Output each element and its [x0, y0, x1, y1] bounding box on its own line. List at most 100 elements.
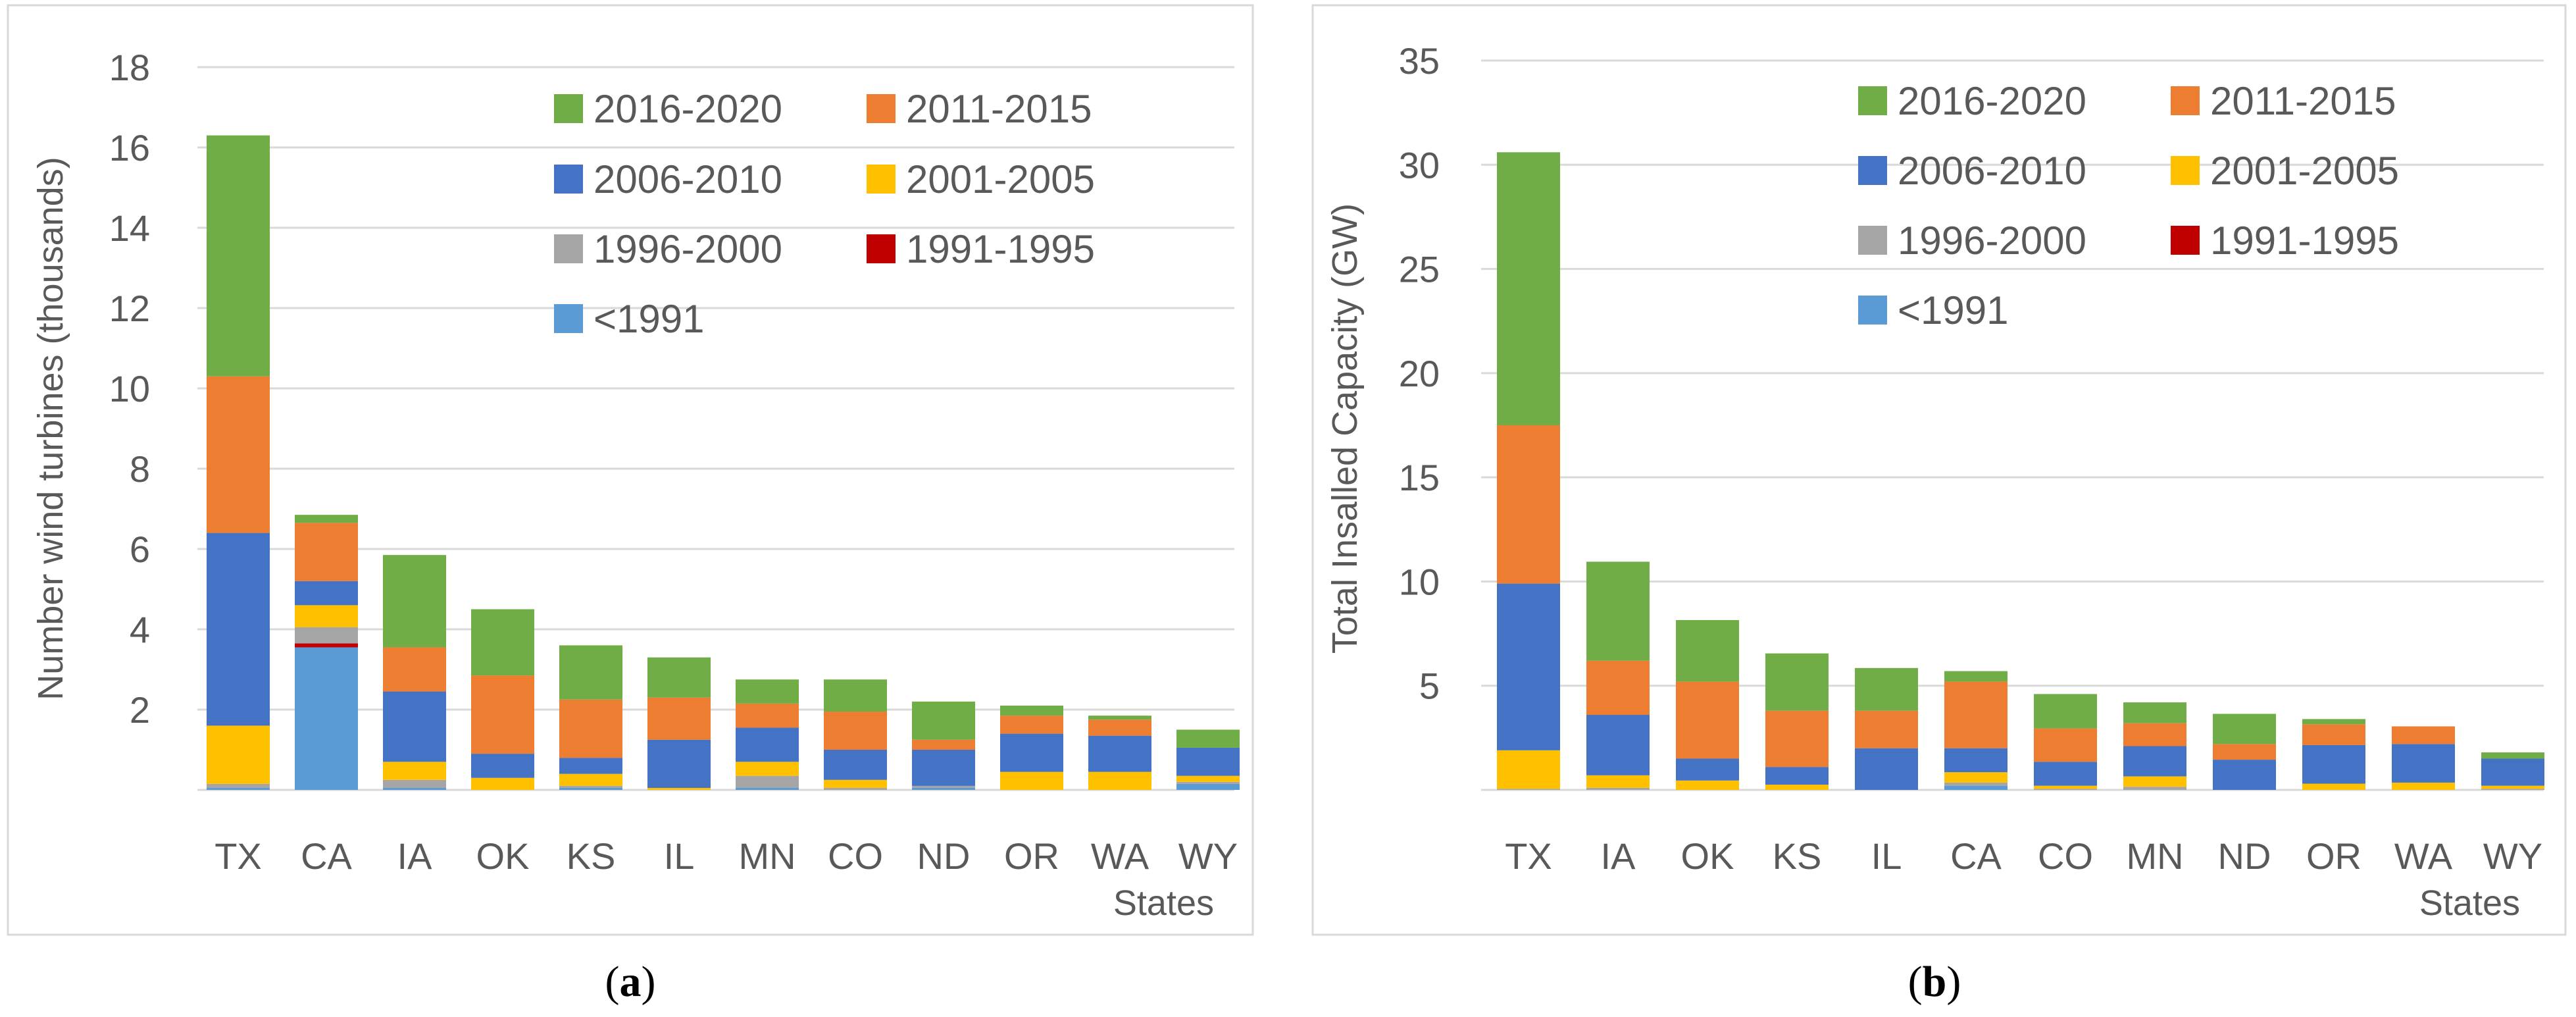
- bar-segment-wy-2006-2010: [1176, 747, 1240, 776]
- caption-a-open: (: [605, 958, 620, 1006]
- bar-segment-ia-2011-2015: [383, 647, 446, 692]
- x-tick-label: WA: [1091, 835, 1149, 877]
- caption-b-open: (: [1908, 958, 1923, 1006]
- caption-a-close: ): [642, 958, 656, 1006]
- bar-segment-ok-2016-2020: [1676, 619, 1739, 682]
- x-tick-label: TX: [215, 835, 262, 877]
- legend-label: 1991-1995: [906, 227, 1095, 271]
- bar-segment-or-2011-2015: [1000, 716, 1063, 734]
- bar-segment-co-1996-2000: [824, 787, 887, 790]
- x-tick-label: CA: [301, 835, 352, 877]
- legend-label: 2006-2010: [1898, 149, 2086, 193]
- x-tick-label: CO: [828, 835, 883, 877]
- caption-b-close: ): [1946, 958, 1961, 1006]
- bar-segment-tx-2001-2005: [1497, 750, 1560, 789]
- bar-segment-ia-2001-2005: [1586, 775, 1650, 788]
- y-tick-label: 4: [130, 609, 150, 650]
- legend-swatch: [1858, 296, 1887, 325]
- legend-swatch: [554, 165, 583, 194]
- bar-segment-wa-2011-2015: [1088, 719, 1151, 736]
- bar-segment-co-2016-2020: [824, 679, 887, 712]
- y-tick-label: 10: [1399, 561, 1440, 602]
- legend-swatch: [554, 304, 583, 333]
- bar-segment-il-2016-2020: [647, 657, 711, 698]
- y-tick-label: 14: [109, 207, 150, 249]
- y-tick-label: 2: [130, 689, 150, 731]
- legend-label: <1991: [1898, 288, 2009, 332]
- caption-a: (a): [605, 958, 656, 1006]
- y-axis-title: Total Insalled Capacity (GW): [1325, 203, 1365, 654]
- bar-segment-wy-2006-2010: [2481, 758, 2544, 786]
- bar-segment-ks-2001-2005: [559, 773, 622, 786]
- y-tick-label: 12: [109, 288, 150, 329]
- bar-segment-or-2006-2010: [2302, 744, 2365, 784]
- x-tick-label: IL: [664, 835, 695, 877]
- bar-segment-wy-1996-2000: [2481, 789, 2544, 790]
- bar-segment-il-2006-2010: [647, 739, 711, 788]
- y-tick-label: 6: [130, 529, 150, 570]
- bar-segment-ca-2006-2010: [295, 581, 358, 606]
- bar-segment-or-2001-2005: [1000, 771, 1063, 790]
- bar-segment-ok-2011-2015: [471, 675, 534, 754]
- bar-segment-co-1996-2000: [2034, 789, 2097, 790]
- legend-label: 2016-2020: [593, 87, 782, 131]
- bar-segment-ca-2016-2020: [1944, 671, 2008, 682]
- bar-segment-ia-2001-2005: [383, 762, 446, 780]
- bar-segment-nd-1996-2000: [912, 785, 975, 788]
- x-tick-label: MN: [2126, 835, 2183, 877]
- x-tick-label: WY: [1178, 835, 1238, 877]
- bar-segment-il-2011-2015: [1855, 710, 1918, 748]
- legend-label: 1996-2000: [1898, 219, 2086, 263]
- caption-b: (b): [1908, 958, 1961, 1006]
- bar-segment-il-2016-2020: [1855, 667, 1918, 711]
- bar-segment-ca-lt1991: [295, 647, 358, 790]
- bar-segment-mn-2001-2005: [736, 762, 799, 776]
- bar-segment-ia-2006-2010: [1586, 715, 1650, 775]
- legend-swatch: [2171, 86, 2200, 115]
- y-tick-label: 15: [1399, 457, 1440, 498]
- bar-segment-tx-2006-2010: [207, 533, 270, 726]
- bar-segment-mn-1996-2000: [2123, 787, 2186, 790]
- bar-segment-ca-2016-2020: [295, 515, 358, 523]
- bar-segment-tx-2006-2010: [1497, 583, 1560, 750]
- bar-segment-wy-1996-2000: [1176, 781, 1240, 784]
- x-tick-label: CO: [2038, 835, 2093, 877]
- legend-swatch: [1858, 226, 1887, 255]
- legend-swatch: [867, 94, 896, 123]
- x-tick-label: OR: [2306, 835, 2361, 877]
- bar-segment-wy-2001-2005: [2481, 785, 2544, 789]
- bar-segment-nd-2016-2020: [2213, 714, 2276, 744]
- bar-segment-wa-2001-2005: [2392, 782, 2455, 790]
- x-axis-title: States: [2419, 883, 2520, 923]
- bar-segment-ks-1996-2000: [559, 785, 622, 788]
- bar-segment-nd-lt1991: [912, 787, 975, 790]
- bar-segment-ks-2016-2020: [559, 645, 622, 700]
- legend-label: 2006-2010: [593, 157, 782, 201]
- legend-swatch: [2171, 156, 2200, 185]
- bar-segment-tx-2016-2020: [1497, 152, 1560, 425]
- legend-label: 1996-2000: [593, 227, 782, 271]
- bar-segment-mn-1996-2000: [736, 775, 799, 788]
- x-tick-label: IL: [1871, 835, 1902, 877]
- bar-segment-ok-2006-2010: [1676, 758, 1739, 781]
- bar-segment-il-2006-2010: [1855, 748, 1918, 790]
- bar-segment-wa-2011-2015: [2392, 726, 2455, 744]
- bar-segment-or-2006-2010: [1000, 733, 1063, 772]
- bar-segment-wa-2006-2010: [2392, 744, 2455, 783]
- bar-segment-ca-1991-1995: [295, 643, 358, 648]
- bar-segment-ia-lt1991: [383, 787, 446, 790]
- legend-label: 2016-2020: [1898, 79, 2086, 123]
- bar-segment-or-2016-2020: [1000, 705, 1063, 716]
- bar-segment-ia-2016-2020: [383, 555, 446, 648]
- bar-segment-tx-2011-2015: [1497, 425, 1560, 584]
- x-tick-label: CA: [1950, 835, 2002, 877]
- x-tick-label: MN: [738, 835, 796, 877]
- x-tick-label: KS: [1773, 835, 1822, 877]
- bar-segment-or-2001-2005: [2302, 783, 2365, 790]
- bar-segment-il-2001-2005: [647, 787, 711, 790]
- bar-segment-tx-1996-2000: [207, 783, 270, 788]
- bar-segment-ca-1996-2000: [295, 627, 358, 644]
- bar-segment-or-2011-2015: [2302, 724, 2365, 745]
- bar-segment-ok-2011-2015: [1676, 681, 1739, 759]
- x-tick-label: IA: [1601, 835, 1636, 877]
